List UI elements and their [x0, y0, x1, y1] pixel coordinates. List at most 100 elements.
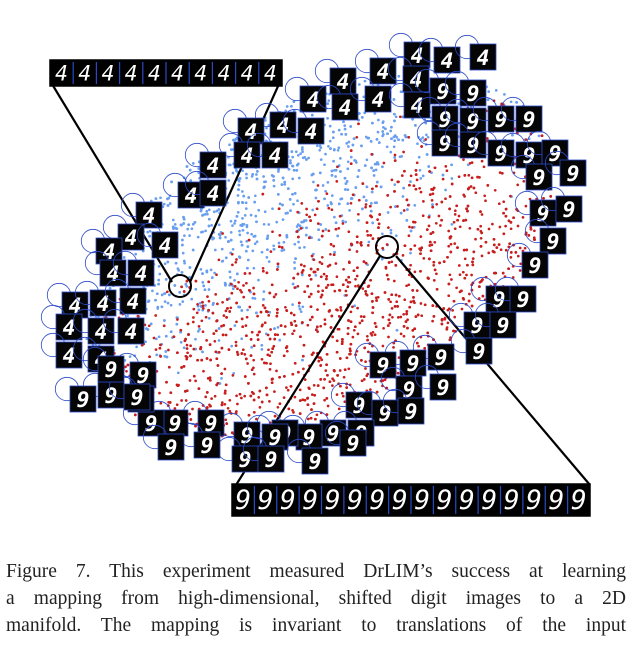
point-class-4 — [416, 142, 419, 146]
point-class-9 — [256, 333, 259, 337]
point-class-9 — [377, 226, 380, 229]
point-class-4 — [411, 117, 414, 121]
point-class-4 — [537, 134, 541, 138]
point-class-4 — [509, 100, 513, 104]
point-class-4 — [237, 305, 240, 309]
point-class-9 — [415, 289, 419, 292]
point-class-4 — [220, 377, 223, 380]
point-class-4 — [389, 150, 393, 154]
point-class-9 — [347, 260, 351, 264]
point-class-4 — [241, 201, 244, 204]
point-class-9 — [336, 327, 340, 331]
point-class-9 — [351, 193, 355, 197]
point-class-4 — [348, 209, 351, 212]
point-class-4 — [252, 266, 256, 270]
point-class-9 — [390, 178, 394, 182]
point-class-4 — [329, 147, 332, 150]
point-class-9 — [242, 295, 246, 299]
point-class-9 — [364, 261, 368, 265]
point-class-9 — [365, 221, 369, 224]
point-class-9 — [413, 270, 417, 274]
point-class-9 — [395, 300, 399, 304]
point-class-9 — [321, 289, 325, 293]
point-class-9 — [196, 303, 199, 306]
point-class-9 — [378, 213, 382, 216]
point-class-4 — [419, 138, 423, 141]
point-class-4 — [272, 175, 275, 178]
point-class-9 — [241, 348, 245, 352]
point-class-4 — [163, 262, 167, 266]
point-class-4 — [218, 236, 222, 240]
point-class-9 — [224, 418, 228, 422]
point-class-9 — [208, 343, 212, 346]
point-class-9 — [363, 346, 367, 350]
point-class-4 — [260, 348, 264, 351]
point-class-9 — [330, 283, 333, 287]
point-class-4 — [159, 196, 162, 200]
point-class-9 — [200, 358, 204, 362]
point-class-4 — [85, 337, 89, 341]
point-class-4 — [233, 219, 237, 223]
point-class-4 — [171, 225, 175, 229]
digit-thumbnail — [193, 431, 221, 459]
point-class-9 — [440, 200, 444, 204]
point-class-9 — [417, 344, 420, 348]
point-class-9 — [325, 192, 329, 196]
point-class-4 — [201, 350, 204, 354]
point-class-9 — [354, 284, 357, 288]
point-class-4 — [181, 300, 185, 303]
digit-thumbnail — [369, 57, 397, 85]
point-class-4 — [267, 260, 271, 263]
thumbnail-digit: 9 — [137, 364, 150, 389]
point-class-4 — [227, 240, 230, 243]
point-class-4 — [162, 202, 166, 206]
point-class-9 — [466, 263, 469, 267]
point-class-9 — [159, 343, 162, 347]
point-class-4 — [193, 221, 197, 224]
point-class-9 — [492, 243, 496, 247]
point-class-9 — [419, 235, 423, 238]
point-class-9 — [349, 342, 353, 346]
digit-thumbnail — [69, 385, 97, 413]
point-class-9 — [435, 287, 439, 291]
point-class-4 — [154, 337, 158, 341]
point-class-4 — [315, 144, 319, 148]
point-class-4 — [291, 303, 294, 306]
point-class-4 — [380, 232, 384, 236]
point-class-9 — [326, 404, 330, 408]
point-class-4 — [233, 278, 236, 282]
point-class-4 — [354, 161, 358, 164]
point-class-9 — [220, 401, 224, 404]
digit-thumbnail — [525, 163, 553, 191]
point-class-9 — [393, 153, 397, 157]
point-class-4 — [188, 275, 192, 279]
point-class-4 — [343, 176, 347, 180]
point-class-4 — [235, 272, 239, 276]
point-class-4 — [255, 220, 258, 224]
point-class-4 — [340, 197, 344, 201]
point-class-4 — [395, 328, 399, 332]
point-class-9 — [348, 280, 352, 284]
digit-thumbnail — [403, 91, 431, 119]
point-class-4 — [272, 244, 276, 248]
point-class-4 — [515, 101, 518, 104]
point-class-9 — [285, 349, 289, 353]
point-class-9 — [275, 311, 279, 315]
point-class-9 — [336, 165, 339, 169]
point-class-9 — [259, 310, 263, 314]
point-class-9 — [297, 370, 300, 374]
point-class-4 — [188, 266, 192, 269]
point-class-4 — [349, 155, 353, 159]
thumbnail-digit: 4 — [107, 262, 120, 287]
point-class-9 — [442, 307, 446, 310]
point-class-9 — [320, 293, 324, 297]
point-class-9 — [514, 251, 518, 254]
point-class-4 — [377, 141, 381, 144]
point-class-4 — [301, 358, 304, 362]
point-class-4 — [224, 283, 227, 287]
point-class-9 — [420, 145, 423, 148]
point-class-4 — [343, 127, 347, 131]
point-class-9 — [300, 271, 304, 274]
point-class-9 — [300, 202, 304, 205]
point-class-4 — [240, 337, 244, 341]
